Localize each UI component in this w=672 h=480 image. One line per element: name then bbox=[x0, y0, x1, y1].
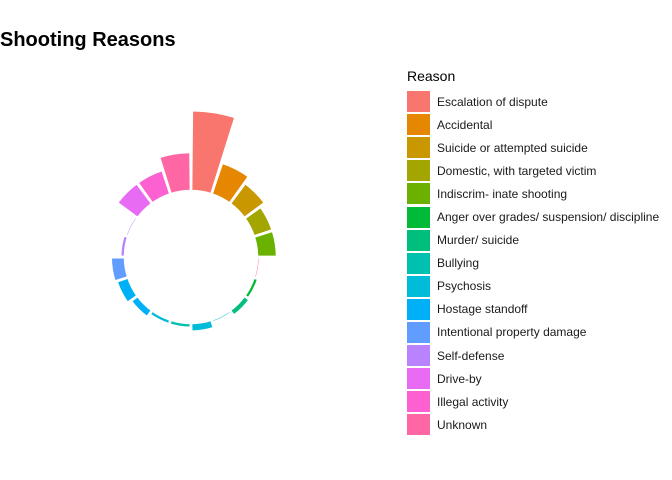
legend-swatch bbox=[407, 137, 430, 159]
legend-label: Psychosis bbox=[437, 279, 492, 294]
legend-item: Illegal activity bbox=[407, 390, 659, 413]
legend-item: Intentional property damage bbox=[407, 321, 659, 344]
legend-swatch bbox=[407, 414, 430, 436]
legend-items: Escalation of dispute Accidental Suicide o… bbox=[407, 90, 659, 436]
legend-item: Murder/ suicide bbox=[407, 229, 659, 252]
bar bbox=[158, 151, 192, 195]
bar bbox=[253, 256, 261, 279]
legend-label: Indiscrim- inate shooting bbox=[437, 186, 568, 201]
legend-item: Unknown bbox=[407, 413, 659, 436]
legend-swatch bbox=[407, 160, 430, 182]
bar bbox=[244, 206, 274, 237]
legend-item: Self-defense bbox=[407, 344, 659, 367]
legend-label: Unknown bbox=[437, 417, 488, 432]
bar bbox=[168, 319, 192, 329]
legend-label: Bullying bbox=[437, 256, 480, 271]
bar bbox=[116, 182, 153, 219]
bar bbox=[110, 256, 129, 282]
legend-swatch bbox=[407, 391, 430, 413]
legend-item: Escalation of dispute bbox=[407, 90, 659, 113]
legend-item: Anger over grades/ suspension/ disciplin… bbox=[407, 205, 659, 228]
chart-title: Shooting Reasons bbox=[0, 29, 176, 51]
bar bbox=[244, 277, 259, 299]
legend-label: Self-defense bbox=[437, 348, 505, 363]
bar bbox=[116, 277, 138, 304]
legend-label: Escalation of dispute bbox=[437, 94, 548, 109]
legend-label: Domestic, with targeted victim bbox=[437, 163, 597, 178]
bar bbox=[149, 310, 171, 325]
legend-item: Indiscrim- inate shooting bbox=[407, 182, 659, 205]
legend-swatch bbox=[407, 275, 430, 297]
bar bbox=[211, 162, 250, 204]
legend-swatch bbox=[407, 298, 430, 320]
legend-label: Illegal activity bbox=[437, 394, 509, 409]
legend-label: Hostage standoff bbox=[437, 302, 528, 317]
legend: Reason Escalation of dispute Accidental Su… bbox=[407, 68, 659, 436]
legend-swatch bbox=[407, 229, 430, 251]
bar bbox=[229, 182, 266, 219]
legend-swatch bbox=[407, 114, 430, 136]
legend-label: Anger over grades/ suspension/ disciplin… bbox=[437, 210, 660, 225]
legend-item: Suicide or attempted suicide bbox=[407, 136, 659, 159]
bar bbox=[137, 169, 171, 204]
legend-title: Reason bbox=[407, 68, 456, 84]
bar bbox=[211, 310, 232, 323]
bar bbox=[125, 216, 138, 237]
legend-item: Bullying bbox=[407, 252, 659, 275]
bar bbox=[229, 295, 251, 317]
polar-bar-plot bbox=[110, 109, 278, 332]
legend-swatch bbox=[407, 252, 430, 274]
legend-item: Accidental bbox=[407, 113, 659, 136]
legend-label: Suicide or attempted suicide bbox=[437, 140, 588, 155]
legend-label: Intentional property damage bbox=[437, 325, 587, 340]
legend-swatch bbox=[407, 91, 430, 113]
legend-label: Murder/ suicide bbox=[437, 233, 520, 248]
bar bbox=[253, 230, 278, 258]
legend-item: Domestic, with targeted victim bbox=[407, 159, 659, 182]
bar bbox=[130, 295, 153, 318]
legend-swatch bbox=[407, 183, 430, 205]
bar bbox=[119, 234, 129, 258]
legend-swatch bbox=[407, 368, 430, 390]
legend-swatch bbox=[407, 206, 430, 228]
legend-swatch bbox=[407, 345, 430, 367]
legend-label: Accidental bbox=[437, 117, 493, 132]
legend-swatch bbox=[407, 321, 430, 343]
legend-label: Drive-by bbox=[437, 371, 482, 386]
legend-item: Hostage standoff bbox=[407, 298, 659, 321]
bar bbox=[190, 319, 215, 332]
legend-item: Psychosis bbox=[407, 275, 659, 298]
legend-item: Drive-by bbox=[407, 367, 659, 390]
bar bbox=[190, 109, 236, 195]
